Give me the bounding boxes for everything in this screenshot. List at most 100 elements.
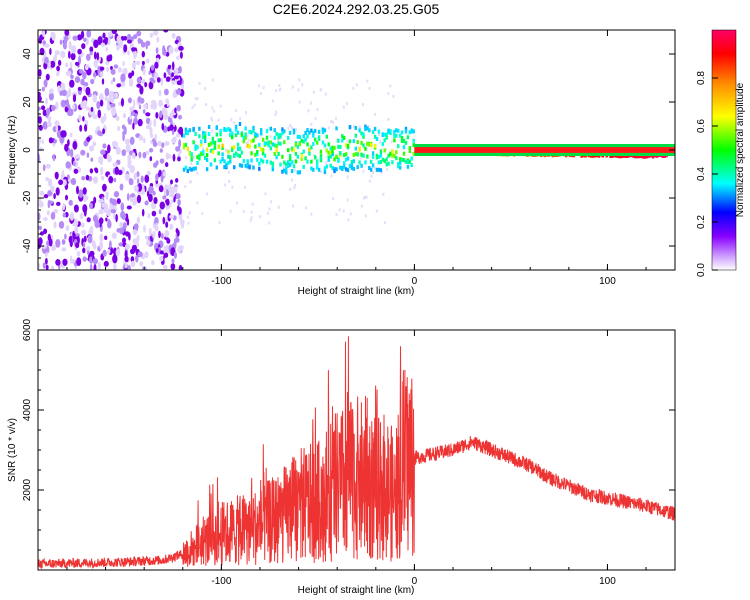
noise-cell bbox=[74, 226, 79, 234]
noise-cell bbox=[65, 225, 70, 231]
colorbar-tick-label: 0.8 bbox=[696, 71, 707, 85]
signal-cell bbox=[400, 130, 404, 135]
noise-cell bbox=[130, 196, 133, 203]
noise-cell bbox=[178, 126, 184, 135]
noise-cell bbox=[134, 113, 138, 119]
noise-cell bbox=[38, 138, 42, 144]
noise-cell bbox=[65, 98, 69, 108]
signal-cell bbox=[273, 128, 276, 133]
signal-cell bbox=[275, 148, 278, 153]
noise-cell bbox=[69, 79, 75, 88]
noise-cell bbox=[64, 143, 69, 152]
noise-cell bbox=[42, 109, 47, 117]
noise-cell bbox=[78, 189, 84, 198]
noise-cell bbox=[155, 173, 159, 182]
signal-cell bbox=[344, 167, 348, 172]
signal-cell bbox=[343, 153, 346, 157]
signal-cell bbox=[395, 128, 398, 133]
noise-cell bbox=[129, 165, 135, 174]
noise-cell bbox=[75, 242, 80, 249]
noise-cell bbox=[60, 83, 64, 90]
signal-cell bbox=[356, 140, 359, 145]
colorbar-ticks: 0.0 0.2 0.4 0.6 0.8 bbox=[696, 71, 718, 277]
faint-cell bbox=[370, 174, 373, 178]
noise-cell bbox=[65, 161, 71, 169]
noise-cell bbox=[64, 106, 69, 113]
faint-cell bbox=[277, 205, 280, 209]
noise-cell bbox=[168, 185, 173, 193]
noise-cell bbox=[39, 190, 45, 196]
noise-cell bbox=[130, 260, 136, 267]
signal-cell bbox=[319, 154, 323, 159]
noise-cell bbox=[172, 136, 177, 143]
signal-cell bbox=[302, 149, 305, 154]
signal-cell bbox=[213, 158, 217, 163]
noise-cell bbox=[84, 124, 88, 132]
noise-cell bbox=[136, 194, 142, 204]
noise-cell bbox=[68, 40, 72, 50]
faint-cell bbox=[373, 166, 376, 170]
faint-cell bbox=[250, 216, 253, 220]
signal-cell bbox=[217, 144, 220, 149]
noise-cell bbox=[166, 154, 172, 159]
signal-cell bbox=[198, 126, 201, 131]
noise-cell bbox=[136, 171, 140, 178]
signal-cell bbox=[200, 142, 203, 147]
noise-cell bbox=[125, 231, 130, 237]
noise-cell bbox=[137, 178, 140, 185]
faint-cell bbox=[384, 221, 386, 225]
faint-cell bbox=[327, 126, 330, 130]
signal-cell bbox=[231, 131, 234, 136]
signal-cell bbox=[238, 146, 242, 151]
faint-cell bbox=[232, 132, 235, 136]
faint-cell bbox=[386, 168, 389, 172]
signal-cell bbox=[233, 145, 236, 150]
noise-cell bbox=[126, 193, 130, 201]
noise-cell bbox=[63, 179, 67, 187]
signal-cell bbox=[250, 158, 253, 163]
signal-cell bbox=[354, 152, 357, 157]
signal-cell bbox=[402, 138, 406, 143]
noise-cell bbox=[77, 221, 81, 227]
signal-cell bbox=[188, 152, 191, 157]
noise-cell bbox=[146, 170, 151, 176]
noise-cell bbox=[126, 205, 132, 210]
signal-cell bbox=[381, 157, 384, 162]
noise-cell bbox=[61, 239, 66, 245]
noise-cell bbox=[121, 149, 127, 157]
signal-cell bbox=[231, 135, 234, 140]
signal-cell bbox=[317, 129, 321, 134]
signal-cell bbox=[288, 157, 292, 162]
noise-cell bbox=[137, 251, 143, 258]
noise-cell bbox=[103, 260, 109, 267]
signal-cell bbox=[204, 131, 207, 136]
signal-cell bbox=[350, 160, 354, 164]
noise-cell bbox=[163, 72, 167, 79]
signal-cell bbox=[316, 140, 319, 145]
noise-cell bbox=[62, 40, 67, 49]
noise-cell bbox=[145, 43, 148, 50]
signal-cell bbox=[371, 151, 375, 156]
signal-cell bbox=[217, 138, 220, 143]
noise-cell bbox=[110, 103, 116, 108]
noise-cell bbox=[154, 61, 159, 69]
noise-cell bbox=[73, 218, 79, 227]
noise-cell bbox=[80, 222, 85, 228]
noise-cell bbox=[104, 87, 110, 97]
faint-cell bbox=[291, 85, 294, 89]
signal-cell bbox=[227, 126, 230, 131]
signal-cell bbox=[283, 168, 286, 173]
faint-cell bbox=[332, 120, 334, 124]
signal-cell bbox=[258, 161, 261, 166]
faint-cell bbox=[294, 183, 297, 187]
noise-cell bbox=[135, 254, 139, 263]
noise-cell bbox=[140, 79, 146, 84]
signal-cell bbox=[329, 146, 332, 151]
noise-cell bbox=[78, 114, 82, 122]
snr-ylabel: SNR (10 * v/v) bbox=[7, 418, 18, 482]
noise-cell bbox=[122, 113, 127, 119]
noise-cell bbox=[38, 116, 42, 124]
noise-cell bbox=[116, 35, 122, 45]
noise-cell bbox=[158, 89, 162, 97]
noise-cell bbox=[162, 49, 167, 56]
